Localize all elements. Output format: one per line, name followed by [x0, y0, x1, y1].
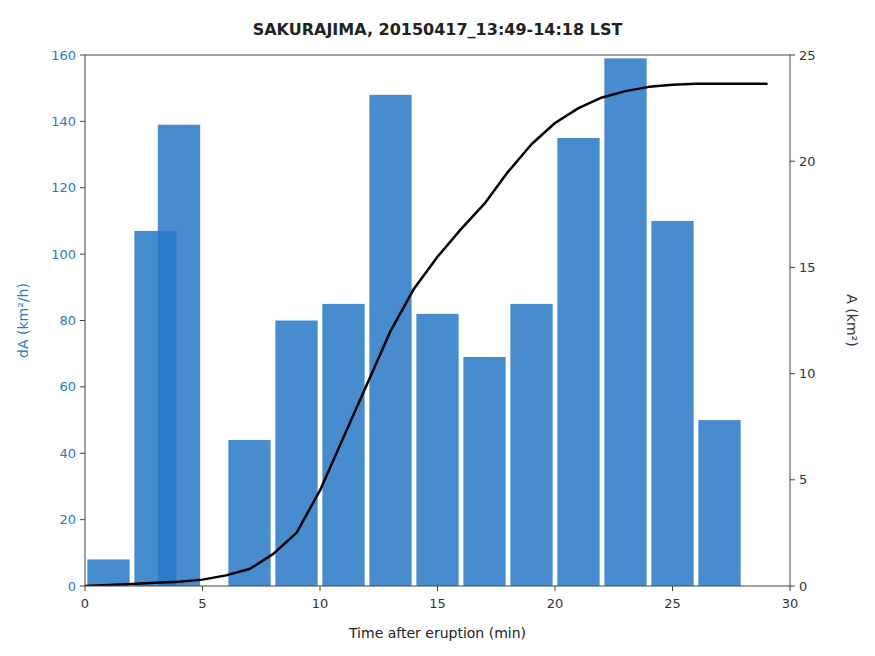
y-tick	[80, 586, 85, 587]
y-tick-label: 120	[51, 180, 76, 195]
y2-tick-label: 15	[799, 260, 816, 275]
y-tick	[80, 121, 85, 122]
y2-tick	[790, 586, 795, 587]
y-tick-label: 160	[51, 48, 76, 63]
x-tick	[202, 586, 203, 591]
y2-tick	[790, 479, 795, 480]
y2-tick-label: 5	[799, 472, 807, 487]
bar	[557, 138, 599, 586]
x-tick	[555, 586, 556, 591]
x-tick	[790, 586, 791, 591]
y-tick-label: 60	[59, 379, 76, 394]
y2-axis-label: A (km²)	[844, 294, 860, 346]
x-tick-label: 10	[312, 596, 329, 611]
bar	[604, 58, 646, 586]
y2-tick-label: 20	[799, 154, 816, 169]
line	[85, 84, 767, 586]
x-tick	[672, 586, 673, 591]
y-tick	[80, 519, 85, 520]
x-tick	[320, 586, 321, 591]
plot-area	[85, 58, 767, 586]
y-tick-label: 0	[68, 579, 76, 594]
bar	[369, 95, 411, 586]
y-tick-label: 100	[51, 247, 76, 262]
y-axis-label: dA (km²/h)	[15, 283, 31, 358]
x-tick-label: 20	[547, 596, 564, 611]
title: SAKURAJIMA, 20150417_13:49-14:18 LST	[253, 20, 623, 39]
y-tick-label: 80	[59, 313, 76, 328]
y-tick	[80, 187, 85, 188]
x-tick	[437, 586, 438, 591]
x-tick-label: 0	[81, 596, 89, 611]
y2-tick	[790, 55, 795, 56]
x-tick-label: 5	[198, 596, 206, 611]
bar	[698, 420, 740, 586]
bar	[463, 357, 505, 586]
bar	[87, 559, 129, 586]
y2-tick-label: 25	[799, 48, 816, 63]
y2-tick	[790, 373, 795, 374]
y2-tick-label: 10	[799, 366, 816, 381]
y-tick	[80, 453, 85, 454]
y-tick-label: 140	[51, 114, 76, 129]
y2-tick-label: 0	[799, 579, 807, 594]
y-tick	[80, 386, 85, 387]
x-tick-label: 30	[782, 596, 799, 611]
bar	[651, 221, 693, 586]
y2-tick	[790, 267, 795, 268]
plot-frame	[85, 55, 790, 586]
y-tick	[80, 55, 85, 56]
bar	[416, 314, 458, 586]
chart: 0510152025300204060801001201401600510152…	[0, 0, 875, 656]
x-axis-label: Time after eruption (min)	[348, 625, 526, 641]
bar	[228, 440, 270, 586]
bar	[158, 125, 200, 586]
y-tick	[80, 254, 85, 255]
y-tick	[80, 320, 85, 321]
x-tick-label: 15	[429, 596, 446, 611]
bar	[510, 304, 552, 586]
y-tick-label: 40	[59, 446, 76, 461]
y-tick-label: 20	[59, 512, 76, 527]
bar	[322, 304, 364, 586]
y2-tick	[790, 161, 795, 162]
x-tick-label: 25	[664, 596, 681, 611]
x-tick	[85, 586, 86, 591]
